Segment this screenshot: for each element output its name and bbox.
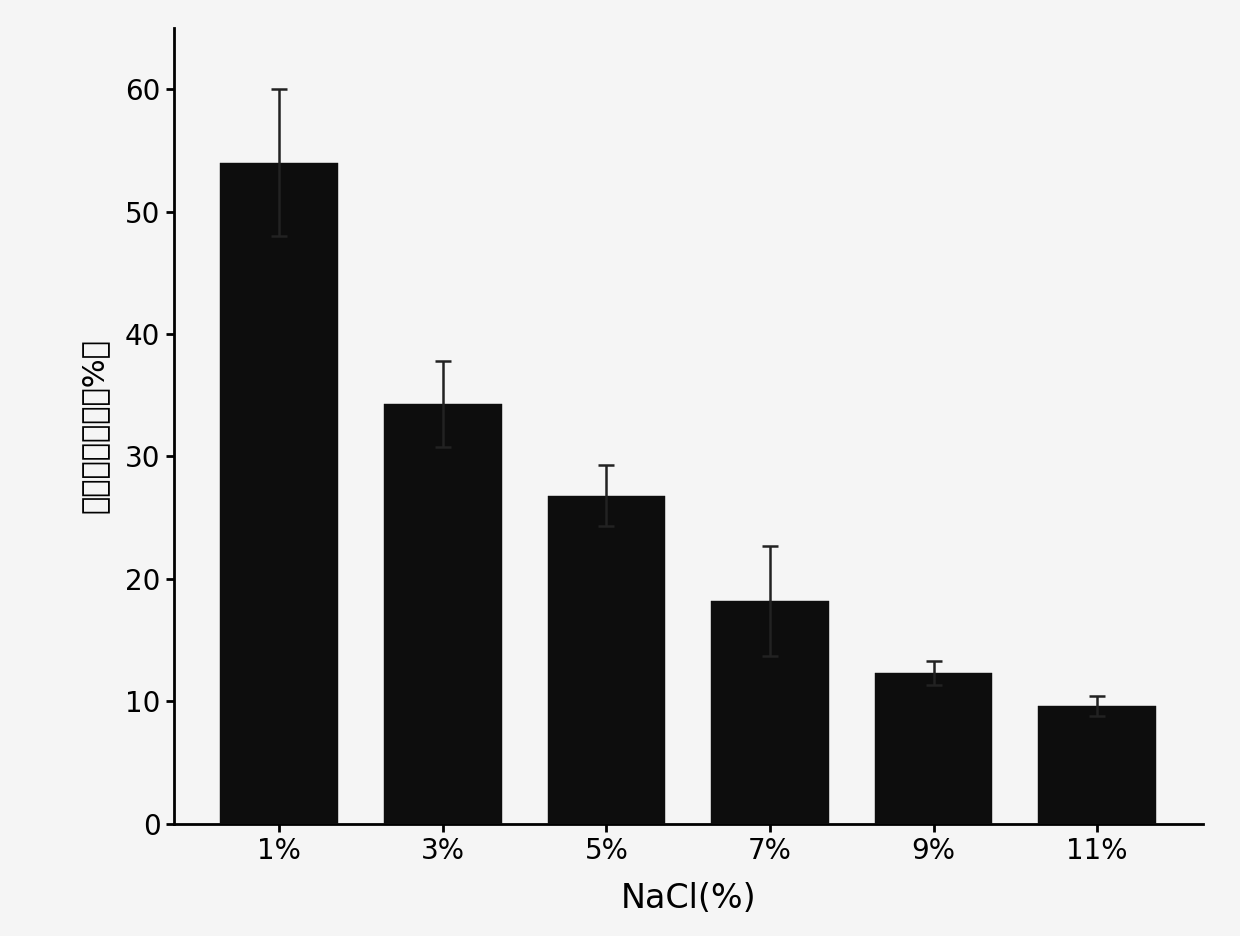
Y-axis label: 生物胺降解率（%）: 生物胺降解率（%） [79, 339, 108, 513]
Bar [711, 601, 828, 824]
Bar [874, 673, 992, 824]
Bar [1038, 706, 1156, 824]
Bar [221, 163, 339, 824]
Bar [548, 496, 666, 824]
X-axis label: NaCl(%): NaCl(%) [620, 882, 756, 914]
Bar [384, 403, 502, 824]
